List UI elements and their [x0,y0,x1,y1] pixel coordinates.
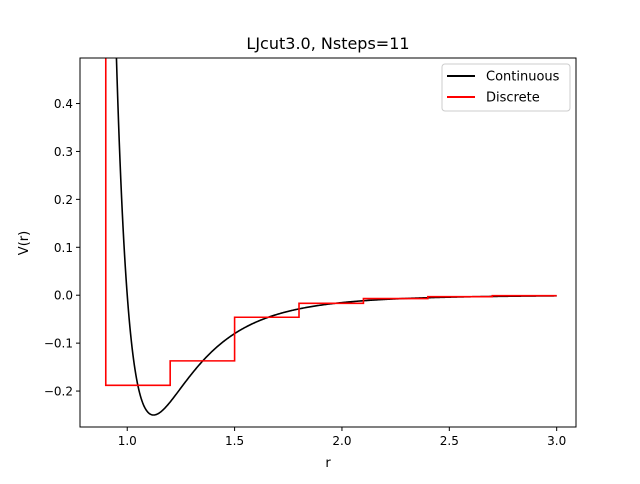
y-axis-label: V(r) [17,231,32,255]
y-tick-label: 0.1 [54,241,73,255]
legend-label-continuous: Continuous [486,70,560,85]
y-tick-label: −0.2 [44,385,73,399]
x-tick-label: 1.0 [118,434,137,448]
series-line-discrete [104,58,557,387]
series-layer [104,58,557,416]
x-tick-label: 2.0 [332,434,351,448]
x-tick-label: 2.5 [440,434,459,448]
y-tick-label: −0.1 [44,337,73,351]
axes-frame [79,57,577,428]
y-tick-label: 0.3 [54,145,73,159]
legend: Continuous Discrete [441,63,571,112]
legend-label-discrete: Discrete [486,91,540,106]
y-tick-label: 0.4 [54,97,73,111]
x-tick-label: 1.5 [225,434,244,448]
axes-layer: 1.0 1.5 2.0 2.5 3.0 −0.2 −0.1 0.0 0.1 0.2 0.3 0.4 [44,57,577,448]
y-tick-label: 0.2 [54,193,73,207]
chart-title: LJcut3.0, Nsteps=11 [246,34,409,53]
x-axis-label: r [325,456,331,471]
y-tick-label: 0.0 [54,289,73,303]
x-tick-label: 3.0 [547,434,566,448]
